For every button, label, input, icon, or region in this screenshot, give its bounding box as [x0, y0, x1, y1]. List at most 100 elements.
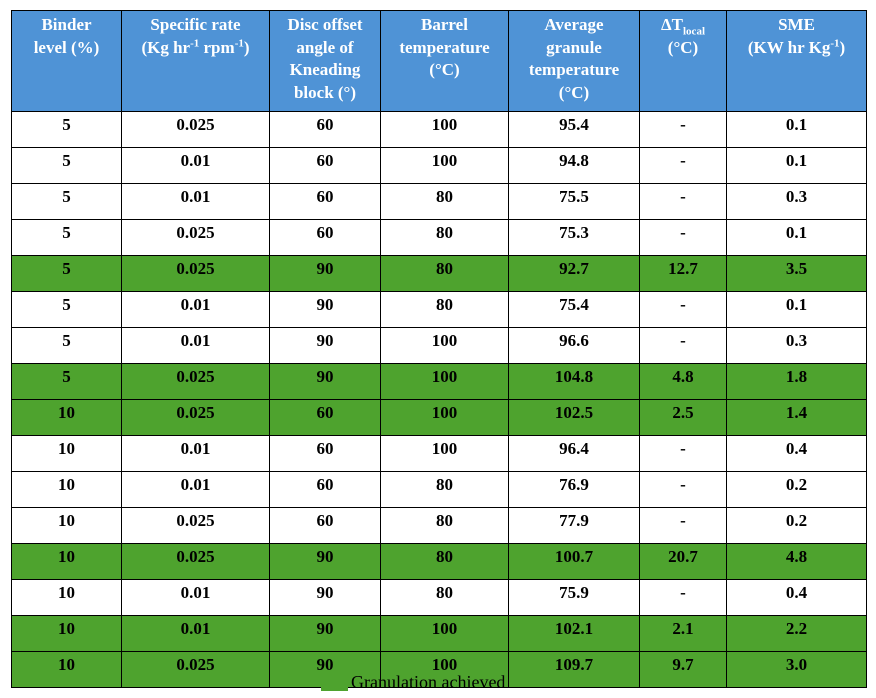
cell-sme: 1.4 — [726, 399, 867, 436]
cell-disc-offset: 90 — [269, 615, 381, 652]
header-disc-offset: Disc offset angle of Kneading block (°) — [269, 10, 381, 112]
table-row: 5 0.025 90 100 104.8 4.8 1.8 — [11, 363, 867, 400]
cell-sme: 3.5 — [726, 255, 867, 292]
legend-swatch — [321, 673, 348, 691]
cell-disc-offset: 60 — [269, 111, 381, 148]
cell-binder-level: 5 — [11, 147, 122, 184]
cell-delta-t: 12.7 — [639, 255, 727, 292]
cell-disc-offset: 90 — [269, 327, 381, 364]
cell-barrel-temp: 100 — [380, 651, 509, 688]
cell-disc-offset: 60 — [269, 507, 381, 544]
cell-specific-rate: 0.025 — [121, 363, 270, 400]
table-row: 10 0.025 90 100 109.7 9.7 3.0 — [11, 651, 867, 688]
cell-delta-t: - — [639, 147, 727, 184]
cell-sme: 0.4 — [726, 579, 867, 616]
cell-specific-rate: 0.025 — [121, 543, 270, 580]
cell-avg-granule-temp: 102.5 — [508, 399, 640, 436]
cell-delta-t: - — [639, 219, 727, 256]
cell-avg-granule-temp: 75.3 — [508, 219, 640, 256]
cell-sme: 4.8 — [726, 543, 867, 580]
table-row: 10 0.025 60 80 77.9-0.2 — [11, 507, 867, 544]
results-table: Binder level (%) Specific rate (Kg hr-1 … — [11, 10, 867, 688]
table-row: 5 0.025 90 80 92.7 12.7 3.5 — [11, 255, 867, 292]
legend: Granulation achieved — [321, 672, 505, 692]
cell-avg-granule-temp: 94.8 — [508, 147, 640, 184]
cell-delta-t: - — [639, 327, 727, 364]
header-binder-level: Binder level (%) — [11, 10, 122, 112]
cell-delta-t: - — [639, 435, 727, 472]
cell-delta-t: 20.7 — [639, 543, 727, 580]
cell-binder-level: 5 — [11, 183, 122, 220]
cell-sme: 0.1 — [726, 147, 867, 184]
cell-sme: 0.1 — [726, 111, 867, 148]
cell-barrel-temp: 100 — [380, 615, 509, 652]
header-delta-t: ΔTlocal (°C) — [639, 10, 727, 112]
cell-binder-level: 5 — [11, 327, 122, 364]
cell-avg-granule-temp: 96.4 — [508, 435, 640, 472]
cell-barrel-temp: 100 — [380, 363, 509, 400]
cell-avg-granule-temp: 75.9 — [508, 579, 640, 616]
cell-barrel-temp: 100 — [380, 435, 509, 472]
cell-delta-t: - — [639, 111, 727, 148]
cell-binder-level: 5 — [11, 291, 122, 328]
table-row: 10 0.01 90 100 102.1 2.1 2.2 — [11, 615, 867, 652]
cell-binder-level: 10 — [11, 651, 122, 688]
table-row: 10 0.01 90 80 75.9-0.4 — [11, 579, 867, 616]
cell-delta-t: - — [639, 507, 727, 544]
cell-barrel-temp: 100 — [380, 111, 509, 148]
cell-sme: 0.2 — [726, 507, 867, 544]
cell-binder-level: 10 — [11, 471, 122, 508]
cell-barrel-temp: 80 — [380, 471, 509, 508]
header-barrel-temp: Barrel temperature (°C) — [380, 10, 509, 112]
cell-avg-granule-temp: 95.4 — [508, 111, 640, 148]
cell-disc-offset: 90 — [269, 543, 381, 580]
cell-sme: 2.2 — [726, 615, 867, 652]
table-body: 5 0.025 60 100 95.4-0.1 5 0.01 60 100 94.8-0.1 5 0.… — [11, 111, 867, 688]
cell-sme: 0.3 — [726, 327, 867, 364]
cell-avg-granule-temp: 75.5 — [508, 183, 640, 220]
cell-avg-granule-temp: 104.8 — [508, 363, 640, 400]
cell-specific-rate: 0.01 — [121, 147, 270, 184]
cell-specific-rate: 0.025 — [121, 219, 270, 256]
cell-specific-rate: 0.01 — [121, 291, 270, 328]
cell-delta-t: 9.7 — [639, 651, 727, 688]
cell-barrel-temp: 80 — [380, 291, 509, 328]
cell-binder-level: 10 — [11, 579, 122, 616]
cell-disc-offset: 90 — [269, 579, 381, 616]
cell-barrel-temp: 80 — [380, 255, 509, 292]
cell-delta-t: - — [639, 579, 727, 616]
cell-delta-t: 4.8 — [639, 363, 727, 400]
cell-disc-offset: 60 — [269, 147, 381, 184]
cell-specific-rate: 0.01 — [121, 615, 270, 652]
cell-specific-rate: 0.025 — [121, 651, 270, 688]
cell-binder-level: 10 — [11, 543, 122, 580]
table-row: 5 0.01 60 100 94.8-0.1 — [11, 147, 867, 184]
cell-delta-t: - — [639, 471, 727, 508]
cell-barrel-temp: 80 — [380, 219, 509, 256]
cell-avg-granule-temp: 109.7 — [508, 651, 640, 688]
header-sme: SME (KW hr Kg-1) — [726, 10, 867, 112]
table-row: 10 0.01 60 100 96.4-0.4 — [11, 435, 867, 472]
cell-specific-rate: 0.025 — [121, 111, 270, 148]
cell-sme: 0.1 — [726, 291, 867, 328]
header-specific-rate: Specific rate (Kg hr-1 rpm-1) — [121, 10, 270, 112]
cell-disc-offset: 90 — [269, 291, 381, 328]
header-avg-granule-temp: Average granule temperature (°C) — [508, 10, 640, 112]
cell-sme: 0.2 — [726, 471, 867, 508]
table-row: 5 0.025 60 80 75.3-0.1 — [11, 219, 867, 256]
cell-avg-granule-temp: 92.7 — [508, 255, 640, 292]
cell-binder-level: 10 — [11, 435, 122, 472]
cell-barrel-temp: 80 — [380, 543, 509, 580]
cell-specific-rate: 0.01 — [121, 579, 270, 616]
cell-avg-granule-temp: 76.9 — [508, 471, 640, 508]
cell-specific-rate: 0.025 — [121, 399, 270, 436]
cell-disc-offset: 60 — [269, 399, 381, 436]
cell-avg-granule-temp: 100.7 — [508, 543, 640, 580]
cell-barrel-temp: 100 — [380, 399, 509, 436]
cell-disc-offset: 60 — [269, 183, 381, 220]
table-row: 10 0.025 90 80 100.7 20.7 4.8 — [11, 543, 867, 580]
cell-delta-t: 2.5 — [639, 399, 727, 436]
cell-disc-offset: 90 — [269, 255, 381, 292]
cell-avg-granule-temp: 96.6 — [508, 327, 640, 364]
cell-specific-rate: 0.01 — [121, 435, 270, 472]
